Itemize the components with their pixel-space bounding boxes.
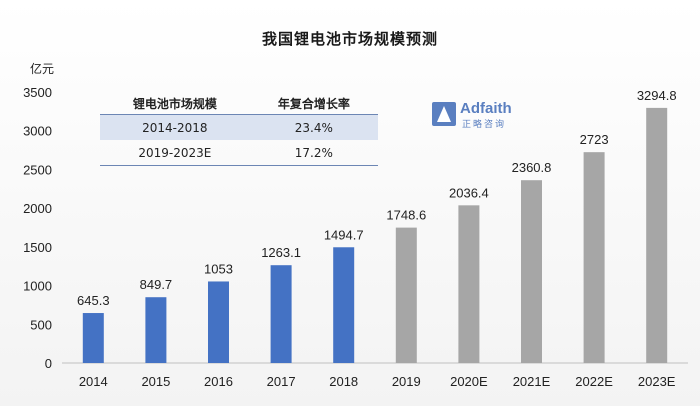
x-tick-label: 2023E [638,374,676,389]
x-tick-label: 2017 [267,374,296,389]
cagr-table-header-rate: 年复合增长率 [249,92,378,115]
x-tick-label: 2021E [513,374,551,389]
bar [521,180,542,363]
adfaith-logo: Adfaith 正略咨询 [432,100,542,130]
cagr-rate: 17.2% [249,140,378,166]
bar [270,265,292,363]
cagr-table-header-market: 锂电池市场规模 [100,92,250,115]
cagr-rate: 23.4% [249,114,378,140]
cagr-period: 2019-2023E [100,140,250,166]
bar [646,107,668,364]
y-tick-label: 0 [45,356,52,371]
bar [145,297,167,363]
data-label: 1494.7 [324,227,364,242]
chart-title: 我国锂电池市场规模预测 [261,30,438,48]
y-tick-label: 2000 [23,201,52,216]
data-label: 2360.8 [512,160,552,175]
bar [458,205,480,363]
y-axis-unit-label: 亿元 [30,62,55,76]
y-tick-label: 3500 [23,85,52,100]
cagr-table-row: 2019-2023E 17.2% [100,140,378,166]
cagr-table-header-row: 锂电池市场规模 年复合增长率 [100,92,378,115]
cagr-table-row: 2014-2018 23.4% [100,114,378,140]
data-label: 645.3 [77,293,110,308]
x-tick-label: 2015 [141,374,170,389]
cagr-table: 锂电池市场规模 年复合增长率 2014-2018 23.4% 2019-2023… [100,92,378,166]
data-label: 3294.8 [637,88,677,103]
x-tick-label: 2014 [79,374,108,389]
data-label: 849.7 [140,277,173,292]
y-tick-label: 3000 [23,124,52,139]
y-tick-label: 1500 [23,240,52,255]
x-tick-label: 2016 [204,374,233,389]
x-tick-label: 2020E [450,374,488,389]
data-label: 2036.4 [449,185,489,200]
bar [82,313,104,363]
data-label: 1053 [204,261,233,276]
adfaith-logo-icon [432,102,456,126]
bar [583,152,605,363]
data-label: 2723 [580,132,609,147]
x-tick-label: 2022E [575,374,613,389]
bar [333,247,355,363]
y-tick-label: 1000 [23,279,52,294]
bar [208,281,229,363]
x-tick-label: 2019 [392,374,421,389]
data-label: 1748.6 [386,208,426,223]
cagr-period: 2014-2018 [100,114,250,140]
logo-name: Adfaith [460,100,512,117]
bar [395,227,417,363]
y-tick-label: 2500 [23,162,52,177]
x-tick-label: 2018 [329,374,358,389]
logo-subtitle: 正略咨询 [462,120,507,130]
data-label: 1263.1 [261,245,301,260]
y-tick-label: 500 [30,317,52,332]
